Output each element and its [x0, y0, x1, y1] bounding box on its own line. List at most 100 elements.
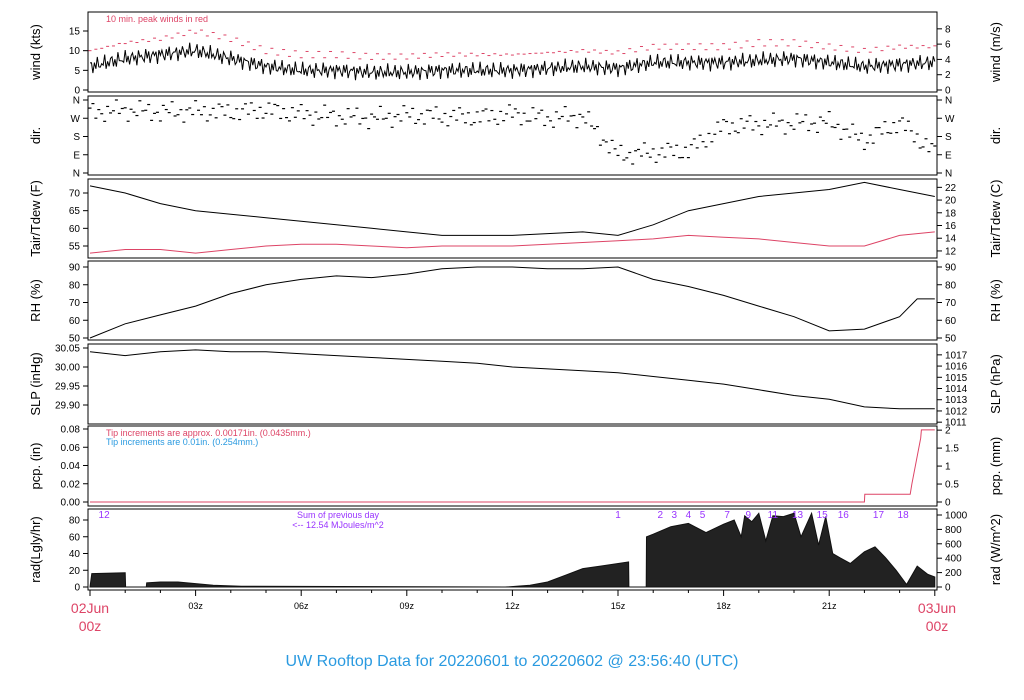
wind-ytick-right-label: 0: [945, 86, 951, 97]
time-tick-label: 15z: [611, 601, 626, 611]
wind-ytick-label: 10: [69, 46, 81, 57]
slp-ytick-label: 29.95: [55, 382, 80, 393]
pcp-ylabel: pcp. (in): [28, 443, 43, 490]
pcp-ytick-right-label: 1.5: [945, 444, 959, 455]
tdew-line: [89, 231, 935, 254]
rad-ytick-right-label: 200: [945, 568, 962, 579]
temp-ytick-right-label: 16: [945, 221, 957, 232]
wind-ytick-right-label: 6: [945, 40, 951, 51]
dir-ytick-label: W: [71, 114, 81, 125]
pcp-ytick-right-label: 0: [945, 498, 951, 509]
hour-label: 9: [745, 510, 751, 521]
dir-ytick-label: N: [73, 169, 80, 180]
rh-ytick-label: 70: [69, 298, 81, 309]
start-date-label: 02Jun: [71, 600, 109, 616]
precip-line: [90, 429, 935, 503]
wind-speed-line: [89, 42, 936, 81]
rh-ytick-right-label: 90: [945, 263, 957, 274]
rad-ytick-label: 80: [69, 516, 81, 527]
slp-ytick-right-label: 1012: [945, 406, 968, 417]
hour-label: 3: [672, 510, 678, 521]
slp-panel-frame: [87, 343, 938, 425]
rh-panel-frame: [87, 260, 938, 341]
slp-ytick-right-label: 1014: [945, 384, 968, 395]
tip-note-blue: Tip increments are 0.01in. (0.254mm.): [106, 437, 258, 447]
end-time-label: 00z: [926, 618, 949, 634]
rad-ytick-label: 0: [74, 583, 80, 594]
rh-ytick-label: 50: [69, 334, 81, 345]
dir-ytick-right-label: E: [945, 150, 952, 161]
pcp-ytick-label: 0.08: [61, 425, 81, 436]
pcp-ylabel-right: pcp. (mm): [988, 437, 1003, 496]
pcp-ytick-label: 0.00: [61, 498, 81, 509]
slp-ytick-right-label: 1013: [945, 395, 968, 406]
wind-ylabel-right: wind (m/s): [988, 22, 1003, 83]
dir-ylabel: dir.: [28, 127, 43, 144]
time-tick-label: 03z: [188, 601, 203, 611]
dir-ytick-label: S: [73, 132, 80, 143]
rh-ytick-label: 60: [69, 316, 81, 327]
slp-ylabel: SLP (inHg): [28, 352, 43, 415]
rad-ytick-label: 60: [69, 532, 81, 543]
hour-label: 1: [615, 510, 621, 521]
hour-label: 4: [686, 510, 692, 521]
pcp-ytick-label: 0.06: [61, 443, 81, 454]
rh-ytick-right-label: 80: [945, 280, 957, 291]
wind-panel-frame: [87, 11, 938, 93]
slp-ytick-label: 29.90: [55, 401, 80, 412]
temp-ytick-right-label: 22: [945, 183, 957, 194]
rh-ytick-label: 80: [69, 280, 81, 291]
rh-ytick-label: 90: [69, 263, 81, 274]
rad-ytick-label: 40: [69, 549, 81, 560]
hour-label: 5: [700, 510, 706, 521]
wind-ylabel: wind (kts): [28, 24, 43, 81]
slp-ytick-label: 30.05: [55, 344, 80, 355]
dir-ytick-right-label: W: [945, 114, 955, 125]
temp-ytick-right-label: 12: [945, 246, 957, 257]
rh-ytick-right-label: 70: [945, 298, 957, 309]
chart-title: UW Rooftop Data for 20220601 to 20220602…: [286, 653, 739, 670]
temp-ytick-right-label: 14: [945, 234, 957, 245]
rh-line: [89, 266, 935, 339]
pcp-ytick-label: 0.02: [61, 479, 81, 490]
rh-ytick-right-label: 50: [945, 334, 957, 345]
wind-ytick-right-label: 2: [945, 70, 951, 81]
time-tick-label: 06z: [294, 601, 309, 611]
rad-ytick-right-label: 600: [945, 539, 962, 550]
hour-label: 13: [792, 510, 804, 521]
sum-value: <-- 12.54 MJoules/m^2: [292, 520, 384, 530]
dir-ytick-label: E: [73, 150, 80, 161]
pcp-ytick-right-label: 1: [945, 462, 951, 473]
start-time-label: 00z: [79, 618, 102, 634]
hour-label: 17: [873, 510, 885, 521]
slp-ytick-right-label: 1017: [945, 350, 968, 361]
wind-ytick-label: 0: [74, 86, 80, 97]
rad-ytick-right-label: 1000: [945, 510, 968, 521]
hour-label: 12: [99, 510, 111, 521]
dir-ytick-right-label: N: [945, 169, 952, 180]
wind-ytick-label: 15: [69, 27, 81, 38]
temp-panel-frame: [87, 178, 938, 259]
slp-ytick-label: 30.00: [55, 363, 80, 374]
wind-annotation: 10 min. peak winds in red: [106, 14, 208, 24]
radiation-area: [89, 511, 936, 588]
temp-ytick-label: 55: [69, 242, 81, 253]
dir-ytick-label: N: [73, 96, 80, 107]
hour-label: 16: [838, 510, 850, 521]
wind-ytick-right-label: 8: [945, 24, 951, 35]
rad-ylabel: rad(Lgly/hr): [28, 516, 43, 582]
pcp-ytick-right-label: 2: [945, 426, 951, 437]
rad-ytick-right-label: 800: [945, 525, 962, 536]
dir-panel-frame: [87, 95, 938, 176]
temp-ytick-right-label: 18: [945, 208, 957, 219]
temp-ytick-label: 65: [69, 206, 81, 217]
wind-ytick-right-label: 4: [945, 55, 951, 66]
wind-ytick-label: 5: [74, 66, 80, 77]
rad-ytick-label: 20: [69, 566, 81, 577]
rh-ylabel-right: RH (%): [988, 279, 1003, 322]
slp-ytick-right-label: 1011: [945, 418, 967, 429]
slp-ytick-right-label: 1016: [945, 362, 968, 373]
hour-label: 2: [657, 510, 663, 521]
time-tick-label: 09z: [400, 601, 415, 611]
